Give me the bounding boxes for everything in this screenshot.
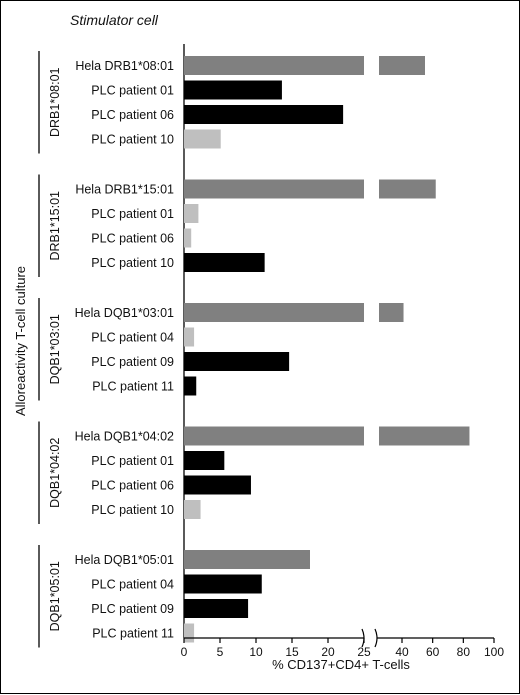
category-label: PLC patient 11 [92, 627, 174, 641]
x-tick-label: 100 [484, 645, 504, 659]
bar-left-segment [184, 426, 364, 446]
category-label: Hela DQB1*03:01 [75, 306, 174, 320]
bar [184, 327, 195, 347]
bar [184, 105, 344, 124]
x-tick-label: 10 [249, 645, 263, 659]
category-label: PLC patient 01 [91, 84, 174, 98]
category-label: PLC patient 09 [91, 602, 174, 616]
bar [184, 228, 192, 248]
category-label: PLC patient 01 [91, 207, 174, 221]
x-axis-title: % CD137+CD4+ T-cells [272, 657, 410, 672]
bar [184, 475, 251, 495]
bar [184, 451, 225, 470]
bar [184, 550, 310, 569]
y-axis-title: Alloreactivity T-cell culture [13, 266, 28, 416]
x-tick-label: 25 [357, 645, 371, 659]
bar [184, 599, 249, 618]
bar [379, 179, 436, 199]
category-label: PLC patient 09 [91, 355, 174, 369]
bar [184, 204, 199, 223]
x-tick-label: 15 [285, 645, 299, 659]
bar [184, 80, 282, 100]
category-label: PLC patient 04 [91, 578, 174, 592]
category-label: PLC patient 10 [91, 133, 174, 147]
category-label: PLC patient 01 [91, 454, 174, 468]
x-tick-label: 80 [457, 645, 471, 659]
category-label: PLC patient 10 [91, 256, 174, 270]
bar [379, 426, 470, 446]
x-tick-label: 0 [181, 645, 188, 659]
category-label: Hela DRB1*08:01 [75, 59, 174, 73]
bar [184, 129, 221, 149]
category-label: PLC patient 11 [92, 380, 174, 394]
bar [184, 623, 195, 643]
bar [184, 376, 197, 396]
chart-title: Stimulator cell [70, 12, 159, 28]
bar [379, 303, 404, 322]
group-label: DQB1*04:02 [48, 438, 62, 508]
bar-left-segment [184, 179, 364, 199]
category-label: PLC patient 06 [91, 479, 174, 493]
x-tick-label: 40 [395, 645, 409, 659]
plot-area: DRB1*08:01 Hela DRB1*08:01 PLC patient 01 P… [38, 44, 504, 659]
bar [184, 574, 262, 594]
category-label: Hela DQB1*05:01 [75, 553, 174, 567]
category-label: Hela DRB1*15:01 [75, 183, 174, 197]
bar [184, 500, 201, 519]
x-tick-label: 5 [217, 645, 224, 659]
bar [379, 56, 425, 75]
bar [184, 352, 290, 371]
axis-break-right [374, 628, 378, 648]
group-label: DQB1*03:01 [48, 314, 62, 384]
category-label: PLC patient 04 [91, 331, 174, 345]
category-label: PLC patient 10 [91, 503, 174, 517]
x-tick-label: 60 [426, 645, 440, 659]
category-label: Hela DQB1*04:02 [75, 430, 174, 444]
bar-left-segment [184, 56, 364, 75]
bar [184, 253, 265, 272]
group-label: DQB1*05:01 [48, 561, 62, 631]
bar-left-segment [184, 303, 364, 322]
group-label: DRB1*15:01 [48, 191, 62, 261]
x-tick-label: 20 [321, 645, 335, 659]
category-label: PLC patient 06 [91, 108, 174, 122]
category-label: PLC patient 06 [91, 232, 174, 246]
group-label: DRB1*08:01 [48, 67, 62, 137]
